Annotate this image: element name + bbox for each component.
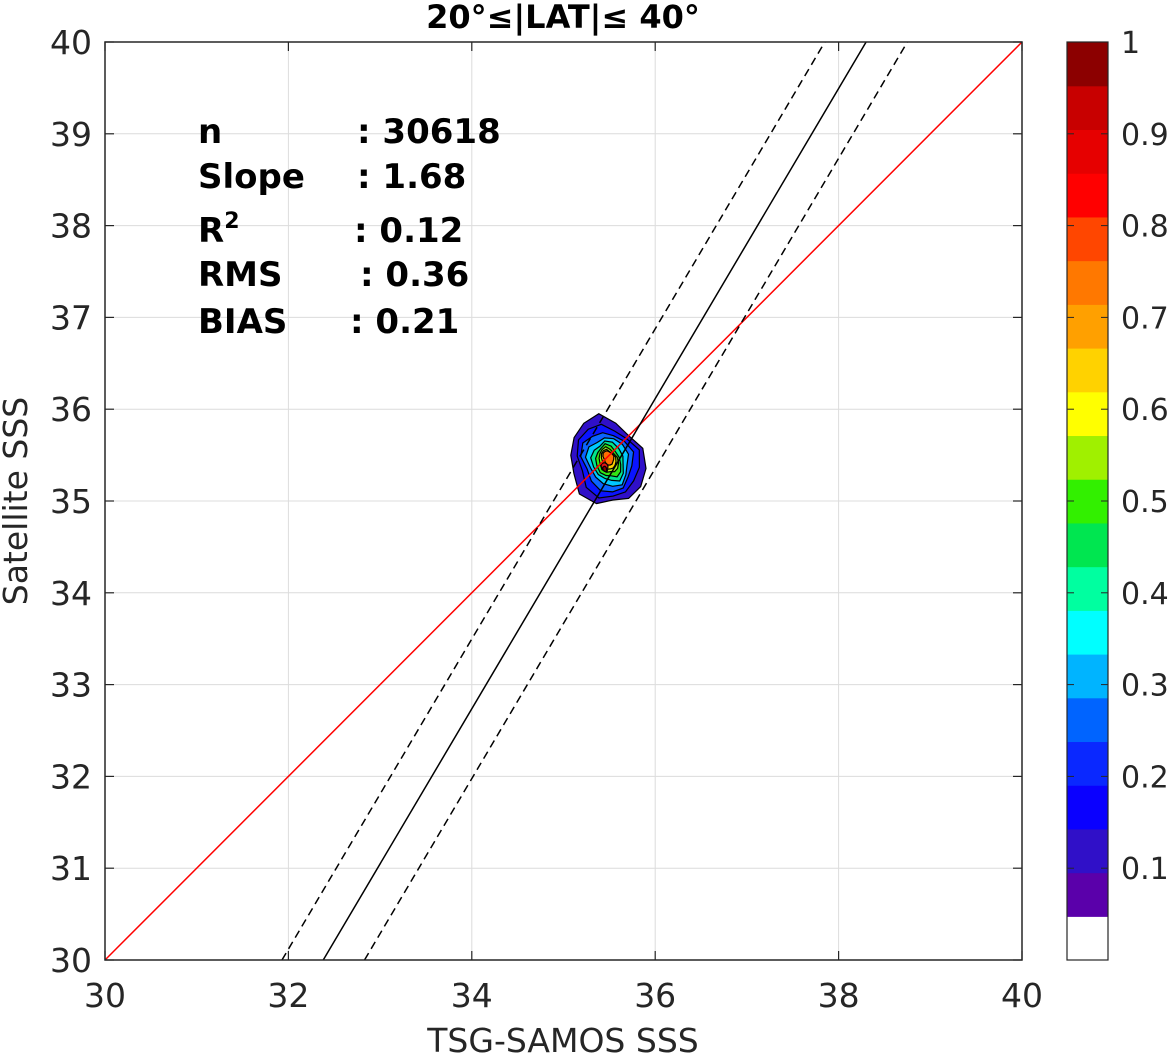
fit-lines bbox=[104, 41, 1023, 961]
y-tick-label: 37 bbox=[50, 298, 92, 337]
colorbar-segment bbox=[1067, 785, 1108, 830]
y-tick-label: 38 bbox=[50, 207, 92, 246]
colorbar-segment bbox=[1067, 42, 1108, 87]
stat-label: RMS bbox=[198, 255, 283, 295]
axis-ticks bbox=[104, 41, 1023, 961]
x-tick-label: 32 bbox=[267, 976, 309, 1015]
colorbar-segment bbox=[1067, 697, 1108, 743]
y-tick-label: 34 bbox=[50, 574, 92, 613]
colorbar-tick-label: 0.6 bbox=[1121, 393, 1169, 428]
one-to-one-line bbox=[104, 41, 1023, 961]
y-axis-label: Satellite SSS bbox=[0, 397, 35, 606]
colorbar-segment bbox=[1067, 260, 1108, 305]
y-tick-label: 40 bbox=[50, 23, 92, 62]
chart-title: 20°≤|LAT|≤ 40° bbox=[426, 0, 700, 37]
colorbar-tick-label: 1 bbox=[1121, 26, 1140, 61]
grid-lines bbox=[105, 42, 1022, 960]
stat-label: BIAS bbox=[198, 302, 287, 342]
x-axis-label: TSG-SAMOS SSS bbox=[426, 1021, 698, 1055]
y-tick-label: 30 bbox=[50, 941, 92, 980]
x-tick-label: 40 bbox=[1001, 976, 1043, 1015]
colorbar-segment bbox=[1067, 216, 1108, 262]
y-tick-label: 36 bbox=[50, 390, 92, 429]
regression-line bbox=[322, 41, 867, 961]
x-tick-labels: 30 32 34 36 38 40 bbox=[84, 976, 1043, 1015]
density-contour-1 bbox=[601, 465, 608, 473]
colorbar: 0.1 0.2 0.3 0.4 0.5 0.6 0.7 0.8 0.9 1 bbox=[1066, 26, 1169, 961]
stat-label-superscript: 2 bbox=[224, 209, 239, 234]
stat-label: n bbox=[198, 112, 222, 152]
stat-value: : 30618 bbox=[357, 112, 501, 152]
colorbar-tick-label: 0.8 bbox=[1121, 210, 1169, 245]
colorbar-segment bbox=[1067, 741, 1108, 786]
y-tick-labels: 30 31 32 33 34 35 36 37 38 39 40 bbox=[50, 23, 92, 980]
stat-value: : 1.68 bbox=[357, 157, 466, 197]
colorbar-segment bbox=[1067, 348, 1108, 393]
colorbar-tick-label: 0.4 bbox=[1121, 577, 1169, 612]
y-tick-label: 35 bbox=[50, 482, 92, 521]
colorbar-tick-label: 0.9 bbox=[1121, 118, 1169, 153]
regression-upper-line bbox=[281, 41, 826, 961]
regression-lower-line bbox=[363, 41, 909, 961]
colorbar-segment bbox=[1067, 85, 1108, 131]
y-tick-label: 39 bbox=[50, 115, 92, 154]
colorbar-tick-label: 0.5 bbox=[1121, 485, 1169, 520]
colorbar-segment bbox=[1067, 828, 1108, 874]
colorbar-segment bbox=[1067, 872, 1108, 917]
colorbar-segment bbox=[1067, 566, 1108, 611]
stat-label: Slope bbox=[198, 157, 305, 197]
x-tick-label: 38 bbox=[818, 976, 860, 1015]
colorbar-segment bbox=[1067, 173, 1108, 218]
y-tick-label: 33 bbox=[50, 666, 92, 705]
y-tick-label: 31 bbox=[50, 849, 92, 888]
colorbar-segment bbox=[1067, 304, 1108, 349]
stat-value: : 0.36 bbox=[360, 255, 469, 295]
x-tick-label: 30 bbox=[84, 976, 126, 1015]
colorbar-segment bbox=[1067, 916, 1108, 961]
colorbar-tick-label: 0.7 bbox=[1121, 301, 1169, 336]
colorbar-segment bbox=[1067, 522, 1108, 568]
colorbar-tick-label: 0.2 bbox=[1121, 760, 1169, 795]
colorbar-segment bbox=[1067, 610, 1108, 655]
colorbar-segment bbox=[1067, 129, 1108, 174]
colorbar-tick-label: 0.3 bbox=[1121, 669, 1169, 704]
x-tick-label: 34 bbox=[451, 976, 493, 1015]
colorbar-segment bbox=[1067, 654, 1108, 699]
stat-value: : 0.21 bbox=[350, 302, 459, 342]
y-tick-label: 32 bbox=[50, 757, 92, 796]
colorbar-tick-label: 0.1 bbox=[1121, 852, 1169, 887]
stat-value: : 0.12 bbox=[354, 211, 463, 251]
colorbar-segment bbox=[1067, 435, 1108, 480]
density-contours bbox=[570, 413, 647, 505]
x-tick-label: 36 bbox=[634, 976, 676, 1015]
colorbar-segment bbox=[1067, 391, 1108, 437]
